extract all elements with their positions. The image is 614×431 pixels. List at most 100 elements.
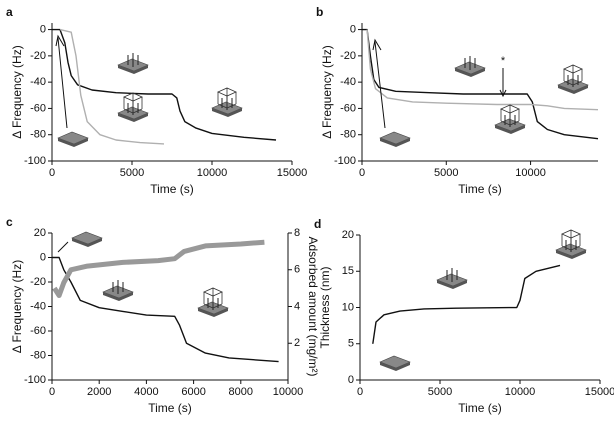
icon-cube [217,87,237,109]
icon-base-side [556,250,586,259]
icon [557,64,589,94]
icon-base-side [58,138,88,147]
x-tick-label: 10000 [505,386,536,398]
panel-label: b [316,5,323,19]
x-tick-label: 5000 [428,386,452,398]
icon-pillars [446,268,458,282]
y-tick-label: -40 [340,76,356,88]
icon-base-side [380,362,410,371]
y-tick-label: -100 [334,155,356,167]
panel-label: a [6,5,13,19]
y-tick-label: -100 [24,155,46,167]
y-tick-label: 20 [34,227,46,239]
y2-tick-label: 4 [294,300,300,312]
icon-cube [123,92,143,114]
icon [555,229,587,259]
icon [197,287,229,317]
x-tick-label: 4000 [134,386,158,398]
icon-base-side [437,280,467,289]
y-tick-label: -60 [340,102,356,114]
x-tick-label: 5000 [434,167,458,179]
icon [494,104,526,134]
data-line [372,264,561,344]
y-tick-label: 0 [350,23,356,35]
icon-base-side [558,85,588,94]
x-tick-label: 5000 [120,167,144,179]
x-tick-label: 15000 [277,167,308,179]
icon [117,53,149,74]
y-tick-label: -40 [30,76,46,88]
y2-tick-label: 2 [294,337,300,349]
y-tick-label: 0 [40,23,46,35]
icon-cube [500,104,520,126]
icon-base-side [495,125,525,134]
y-tick-label: -20 [30,276,46,288]
icon-cube [203,287,223,309]
icon [102,280,134,301]
y-tick-label: -20 [340,50,356,62]
y-tick-label: 20 [342,229,354,241]
y-axis-label: Δ Frequency (Hz) [320,45,334,138]
icon-base-side [212,108,242,117]
icon-base-side [72,238,102,247]
x-tick-label: 6000 [181,386,205,398]
pointer [57,241,69,253]
y-tick-label: 10 [342,301,354,313]
x-tick-label: 2000 [87,386,111,398]
panel-label: d [314,217,321,231]
y-axis-label: Δ Frequency (Hz) [10,45,24,138]
x-axis-label: Time (s) [150,182,194,196]
y-tick-label: 15 [342,265,354,277]
data-line [52,239,265,298]
y-tick-label: -40 [30,300,46,312]
icon [379,131,411,147]
icon-cube [563,64,583,86]
icon-pillars [464,56,476,70]
y-tick-label: 0 [348,374,354,386]
panel-label: c [6,215,13,229]
y-tick-label: -20 [30,50,46,62]
y-tick-label: 5 [348,338,354,350]
icon-base-side [118,113,148,122]
data-line [366,29,599,111]
icon-base-side [103,292,133,301]
x-tick-label: 0 [49,386,55,398]
y-tick-label: 0 [40,251,46,263]
y-axis-label: Δ Frequency (Hz) [10,260,24,353]
icon [71,231,103,247]
x-tick-label: 10000 [273,386,304,398]
x-tick-label: 8000 [229,386,253,398]
icon-base-side [455,68,485,77]
x-tick-label: 10000 [197,167,228,179]
pointer [55,34,68,129]
icon [211,87,243,117]
x-tick-label: 15000 [585,386,614,398]
annotation-arrow [499,68,507,98]
pointer [372,38,386,129]
y-tick-label: -60 [30,325,46,337]
icon-base-side [198,308,228,317]
x-axis-label: Time (s) [148,401,192,415]
icon [454,56,486,77]
icon [379,355,411,371]
y2-tick-label: 6 [294,264,300,276]
y-tick-label: -80 [340,129,356,141]
icon [117,92,149,122]
x-tick-label: 0 [357,386,363,398]
data-line [59,28,165,145]
icon [57,131,89,147]
x-tick-label: 0 [49,167,55,179]
y-tick-label: -60 [30,102,46,114]
x-tick-label: 0 [359,167,365,179]
y-tick-label: -80 [30,349,46,361]
data-line [52,28,277,141]
y2-axis-label: Adsorbed amount (mg/m²) [306,236,320,376]
icon [436,268,468,289]
icon-pillars [127,53,139,67]
x-tick-label: 10000 [515,167,546,179]
annotation: * [501,55,506,67]
icon-base-side [118,65,148,74]
x-axis-label: Time (s) [458,401,502,415]
icon-base-side [380,138,410,147]
